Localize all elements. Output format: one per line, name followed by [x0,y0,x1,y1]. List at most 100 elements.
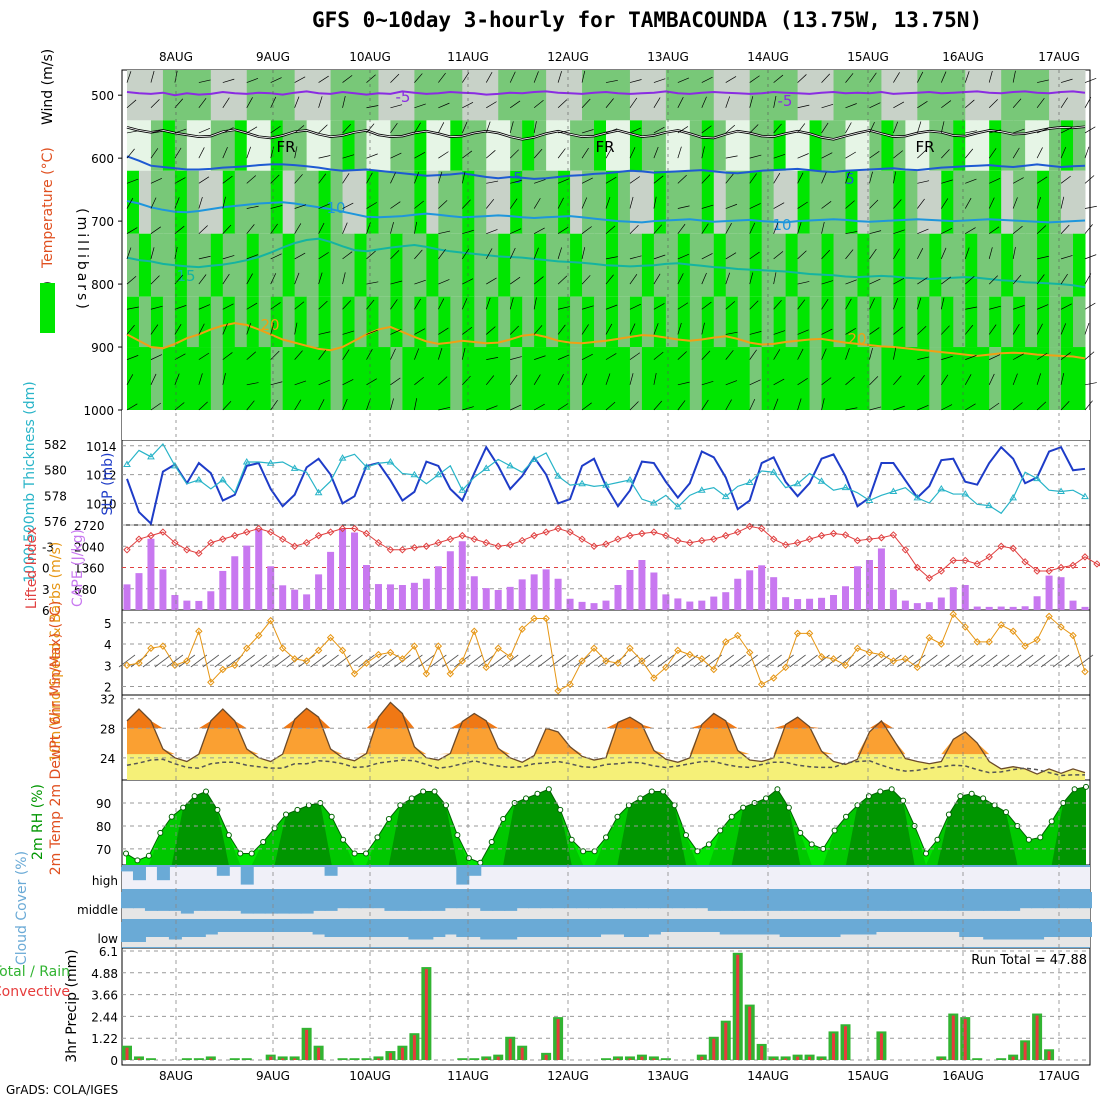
lifted-index-point [793,539,802,547]
rh-cell [989,347,1002,410]
wind-barb [438,279,450,285]
rh-cell [522,347,535,410]
rh-cell [222,170,236,234]
rh-cell [402,170,415,234]
wind-barb [342,398,348,411]
wind-barb [845,73,854,83]
cloud-cell [947,892,961,911]
wind-barb [581,373,588,385]
rh-cell [498,120,511,171]
cloud-cell [204,922,218,935]
wind-barb [821,73,831,83]
cloud-cell [671,922,685,932]
lifted-index-point [398,546,407,554]
wind-barb [1060,303,1072,310]
wind-barb [509,149,519,159]
wind-barb [342,75,353,83]
cloud-cell [839,922,853,935]
wind-barb [509,297,514,310]
rh-point [785,804,792,811]
wind-barb [701,272,707,285]
wind-barb [1036,196,1041,209]
cloud-cell [731,922,745,935]
wind-speed-point [793,629,802,638]
wind-barb [342,349,350,360]
rh-cell [881,170,894,234]
wind-barb [1084,273,1092,285]
wind-barb [845,298,852,310]
wind-barb [845,348,850,360]
rh-cell [534,170,547,234]
wind-barb [294,272,300,285]
rh-cell [737,347,751,410]
cloud-cell [324,867,338,876]
cape-bar [578,601,586,610]
lifted-index-point [314,531,323,540]
rh-cell [977,296,990,348]
rh-cell [570,70,583,121]
wind-barb [557,373,564,385]
rh-cell [342,170,356,234]
wind-barb [1013,128,1025,134]
rh-point [431,788,438,795]
precip-conv-bar [305,1029,309,1060]
rh-cell [127,347,140,410]
wind-barb [294,174,303,184]
wind-speed-point [458,657,467,665]
precip-bar [205,1056,216,1060]
cape-bar [183,600,191,610]
rh-cell [701,233,715,297]
wind-barb [342,330,355,335]
wind-barb [749,124,759,134]
wind-speed-point [590,644,598,652]
rh-cell [821,296,835,348]
rh-cell [857,296,870,348]
cloud-cell [564,892,578,909]
precip-conv-bar [772,1058,776,1060]
wind-barb-10m [957,654,974,668]
rh-cell [737,120,751,171]
wind-speed-point [650,674,658,682]
wind-speed-point [757,680,766,689]
rh-cell [1025,120,1038,171]
rh-cell [558,296,571,348]
legend-entry: Wind (m/s) [40,49,56,125]
precip-conv-bar [712,1038,716,1060]
wind-barb [701,174,711,184]
cape-bar [279,585,287,610]
wind-barb [1060,352,1071,360]
wind-barb [1060,196,1065,209]
lifted-index-point [1093,560,1100,568]
wind-barb-10m [873,654,890,668]
wind-barb [222,97,230,108]
wind-barb [629,127,641,134]
rh-cell [653,120,667,171]
wind-barb [749,300,759,310]
wind-barb [1036,127,1049,134]
wind-speed-point [925,633,934,642]
lifted-index-point [614,535,622,543]
rh-cell [977,347,990,410]
cloud-cell [252,892,266,914]
wind-barb [1036,225,1047,234]
cloud-cell [815,892,829,911]
lifted-index-point [506,541,514,549]
dewpoint-line [126,758,1085,777]
wind-barb [222,303,234,310]
wind-barb [294,76,306,83]
lifted-index-point [458,531,467,540]
lifted-index-point [255,524,263,533]
rh-point [763,795,769,802]
wind-barb [222,127,234,134]
wind-barb [150,247,155,259]
rh-cell [546,70,559,121]
rh-cell [629,296,643,348]
wind-barb [150,275,160,285]
wind-barb [773,349,781,360]
wind-barb [629,303,641,310]
wind-barb [150,70,155,83]
precip-conv-bar [963,1019,967,1060]
wind-barb [126,374,134,385]
slp-line [126,445,1086,526]
wind-barb [1084,400,1093,411]
